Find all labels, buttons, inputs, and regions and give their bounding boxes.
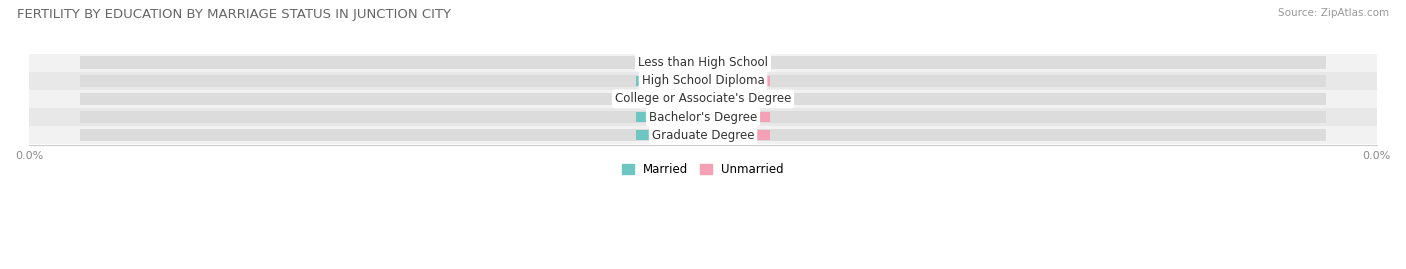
Bar <box>703 130 770 140</box>
Bar <box>80 129 1326 141</box>
Bar <box>703 76 770 86</box>
Bar <box>636 58 703 68</box>
Bar <box>80 75 1326 87</box>
Text: 0.0%: 0.0% <box>723 130 751 140</box>
Text: 0.0%: 0.0% <box>655 112 683 122</box>
Bar <box>636 94 703 104</box>
Text: High School Diploma: High School Diploma <box>641 74 765 87</box>
Text: 0.0%: 0.0% <box>723 76 751 86</box>
Bar <box>636 130 703 140</box>
Text: 0.0%: 0.0% <box>655 76 683 86</box>
Bar <box>703 58 770 68</box>
Text: 0.0%: 0.0% <box>655 130 683 140</box>
Text: 0.0%: 0.0% <box>655 58 683 68</box>
Text: FERTILITY BY EDUCATION BY MARRIAGE STATUS IN JUNCTION CITY: FERTILITY BY EDUCATION BY MARRIAGE STATU… <box>17 8 451 21</box>
Text: 0.0%: 0.0% <box>723 58 751 68</box>
Bar <box>30 108 1376 126</box>
Legend: Married, Unmarried: Married, Unmarried <box>617 158 789 181</box>
Bar <box>703 112 770 122</box>
Bar <box>80 56 1326 69</box>
Text: Source: ZipAtlas.com: Source: ZipAtlas.com <box>1278 8 1389 18</box>
Bar <box>30 54 1376 72</box>
Text: 0.0%: 0.0% <box>655 94 683 104</box>
Text: Bachelor's Degree: Bachelor's Degree <box>650 111 756 123</box>
Bar <box>30 126 1376 144</box>
Text: 0.0%: 0.0% <box>723 94 751 104</box>
Text: Less than High School: Less than High School <box>638 56 768 69</box>
Bar <box>703 94 770 104</box>
Bar <box>80 111 1326 123</box>
Bar <box>636 112 703 122</box>
Text: Graduate Degree: Graduate Degree <box>652 129 754 142</box>
Bar <box>636 76 703 86</box>
Bar <box>80 93 1326 105</box>
Text: 0.0%: 0.0% <box>723 112 751 122</box>
Bar <box>30 72 1376 90</box>
Bar <box>30 90 1376 108</box>
Text: College or Associate's Degree: College or Associate's Degree <box>614 93 792 105</box>
